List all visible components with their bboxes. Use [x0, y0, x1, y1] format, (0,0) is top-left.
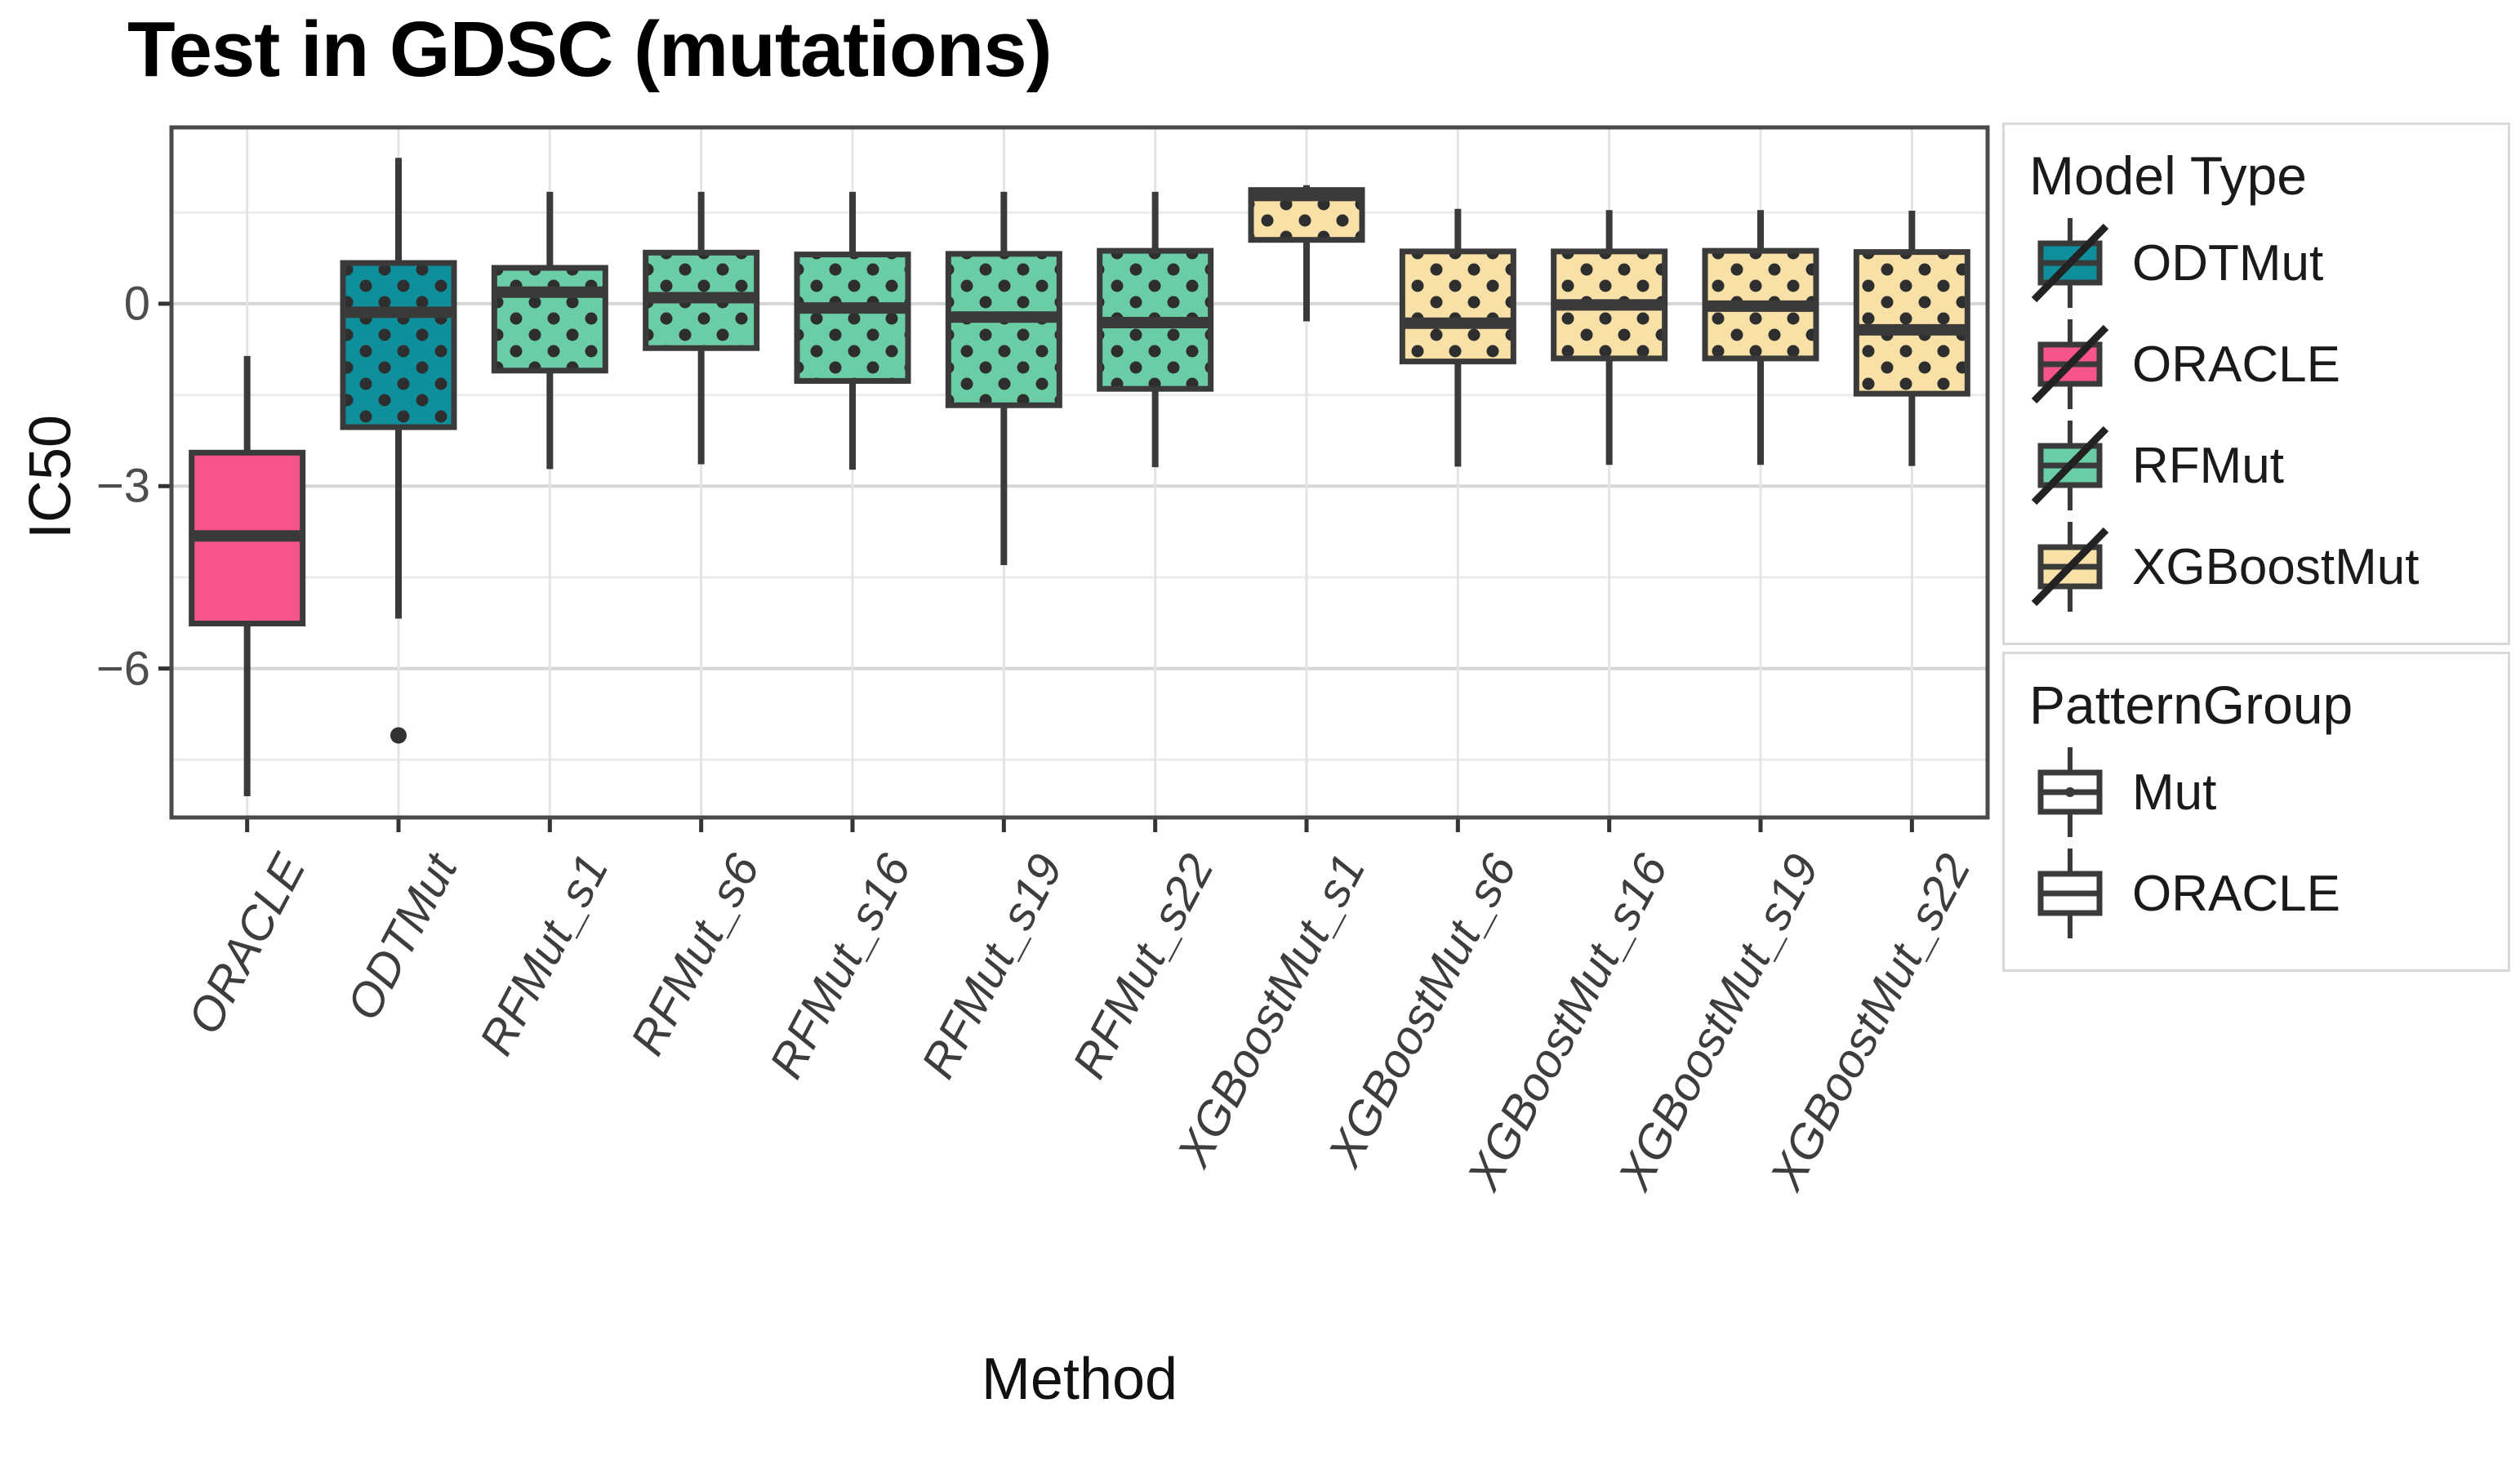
legend-item-RFMut: RFMut	[2029, 417, 2487, 514]
boxplot-key-icon	[2031, 319, 2109, 409]
legend-pattern-group: PatternGroup Mut ORACLE	[2002, 652, 2510, 972]
boxplot-RFMut_s1	[491, 191, 608, 470]
boxplot-key-icon	[2031, 218, 2109, 308]
boxplot-plain-icon	[2037, 849, 2103, 938]
x-axis-title: Method	[981, 1347, 1178, 1412]
boxplot-RFMut_s19	[945, 191, 1062, 566]
legend-item-ODTMut: ODTMut	[2029, 215, 2487, 311]
boxplot-RFMut_s16	[794, 191, 911, 470]
boxplot-XGBoostMut_s16	[1551, 210, 1668, 465]
boxplot-XGBoostMut_s19	[1702, 210, 1819, 465]
outlier-point	[390, 727, 407, 744]
y-tick-label: −6	[96, 642, 150, 696]
legend-item-label: XGBoostMut	[2132, 538, 2420, 595]
legend-pattern-group-title: PatternGroup	[2029, 675, 2353, 735]
legend-model-type-title: Model Type	[2029, 145, 2307, 206]
legend-item-label: ODTMut	[2132, 234, 2324, 292]
legend-item-label: Mut	[2132, 764, 2217, 821]
boxplot-XGBoostMut_s1	[1248, 185, 1365, 322]
legend-item-label: ORACLE	[2132, 336, 2340, 393]
legend-item-label: RFMut	[2132, 437, 2284, 494]
boxplot-RFMut_s22	[1097, 191, 1214, 468]
boxplot-XGBoostMut_s6	[1399, 208, 1516, 467]
y-tick-label: 0	[123, 277, 150, 331]
y-tick-label: −3	[96, 459, 150, 513]
legend-item-ORACLE: ORACLE	[2029, 316, 2487, 412]
page-title: Test in GDSC (mutations)	[127, 6, 1053, 93]
legend-item-XGBoostMut: XGBoostMut	[2029, 519, 2487, 615]
legend-item-Mut: Mut	[2029, 744, 2487, 840]
boxplot-ORACLE	[189, 355, 306, 796]
boxplot-RFMut_s6	[643, 191, 760, 465]
boxplot-dotted-icon	[2037, 747, 2103, 837]
legend-item-label: ORACLE	[2132, 865, 2340, 922]
boxplot-XGBoostMut_s22	[1853, 210, 1970, 466]
boxplot-key-icon	[2031, 522, 2109, 612]
legend-item-ORACLE: ORACLE	[2029, 845, 2487, 942]
legend-model-type: Model Type ODTMut ORACLE RFMut XGBoostMut	[2002, 122, 2510, 645]
boxplot-ODTMut	[340, 158, 457, 744]
boxplot-key-icon	[2031, 421, 2109, 510]
